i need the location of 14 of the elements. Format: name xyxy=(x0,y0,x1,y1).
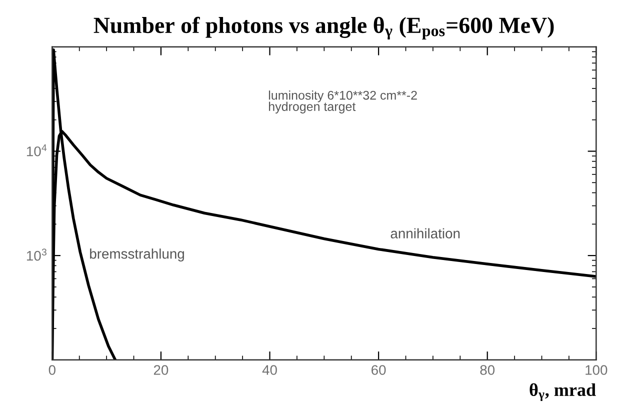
x-tick-label: 40 xyxy=(262,365,277,375)
x-tick-label: 0 xyxy=(48,365,56,375)
x-tick-label: 80 xyxy=(480,365,495,375)
series-label: bremsstrahlung xyxy=(90,248,184,262)
x-tick-label: 100 xyxy=(586,365,608,375)
series-label: annihilation xyxy=(390,228,460,238)
annotation: luminosity 6*10**32 cm**-2 xyxy=(268,90,417,102)
y-tick-label: 10$^{3}$ xyxy=(26,248,46,261)
x-axis-title: θ$_{γ}$, mrad xyxy=(530,383,596,402)
x-tick-label: 60 xyxy=(372,365,386,375)
annotation: hydrogen target xyxy=(269,102,356,114)
x-tick-label: 20 xyxy=(154,365,168,375)
y-tick-label: 10$^{4}$ xyxy=(26,144,47,156)
chart-title: Number of photons vs angle θ$_{γ}$ (E$_{pos}$=600 MeV) xyxy=(94,16,554,40)
